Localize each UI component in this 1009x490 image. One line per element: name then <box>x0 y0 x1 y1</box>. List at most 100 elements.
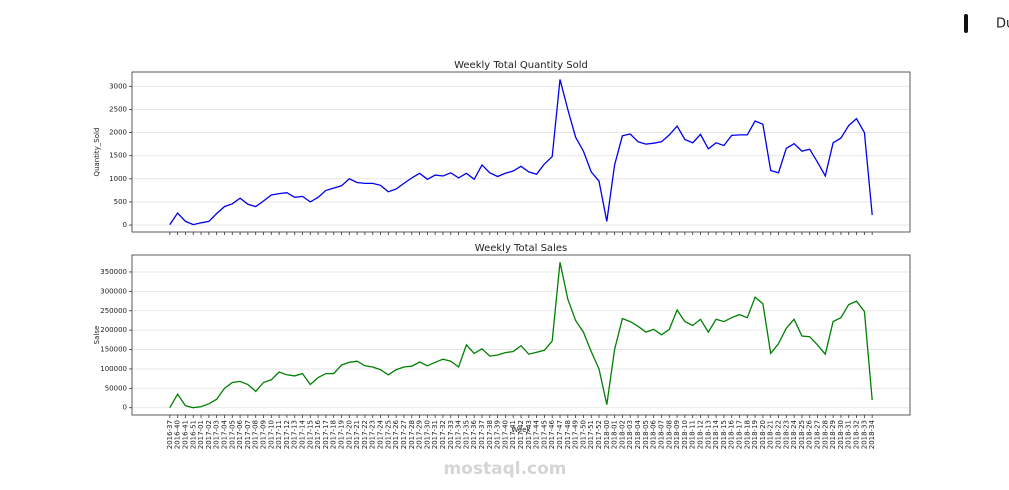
x-tick-label: 2017-36 <box>470 419 478 449</box>
y-tick-label: 2000 <box>109 129 127 137</box>
x-tick-label: 2018-07 <box>657 420 665 449</box>
x-tick-label: 2016-40 <box>174 420 182 449</box>
x-tick-label: 2017-12 <box>283 420 291 449</box>
y-tick-label: 200000 <box>100 326 127 334</box>
y-tick-label: 500 <box>114 198 127 206</box>
y-tick-label: 0 <box>123 404 127 412</box>
x-tick-label: 2018-21 <box>767 420 775 449</box>
x-tick-label: 2017-17 <box>322 420 330 449</box>
x-tick-label: 2018-11 <box>689 420 697 449</box>
x-tick-label: 2017-02 <box>205 420 213 449</box>
x-tick-label: 2017-26 <box>392 419 400 449</box>
x-tick-label: 2017-21 <box>353 420 361 449</box>
x-tick-label: 2018-27 <box>814 420 822 449</box>
x-tick-label: 2017-16 <box>314 419 322 449</box>
y-tick-label: 50000 <box>105 384 127 392</box>
x-tick-label: 2017-28 <box>408 420 416 449</box>
x-tick-label: 2018-09 <box>673 420 681 449</box>
x-tick-label: 2017-52 <box>595 420 603 449</box>
x-tick-label: 2017-39 <box>494 420 502 449</box>
y-tick-label: 1000 <box>109 175 127 183</box>
y-tick-label: 350000 <box>100 268 127 276</box>
x-tick-label: 2018-28 <box>821 420 829 449</box>
x-tick-label: 2018-02 <box>618 420 626 449</box>
y-tick-label: 2500 <box>109 105 127 113</box>
x-tick-label: 2017-45 <box>540 420 548 449</box>
x-tick-label: 2018-03 <box>626 420 634 449</box>
x-tick-label: 2018-29 <box>829 420 837 449</box>
y-tick-label: 1500 <box>109 152 127 160</box>
x-tick-label: 2018-17 <box>735 420 743 449</box>
side-bar <box>964 14 968 33</box>
y-tick-label: 150000 <box>100 346 127 354</box>
x-tick-label: 2017-25 <box>384 420 392 449</box>
x-tick-label: 2017-07 <box>244 420 252 449</box>
x-tick-label: 2017-43 <box>525 420 533 449</box>
x-tick-label: 2018-22 <box>775 420 783 449</box>
line-series <box>169 79 873 226</box>
x-tick-label: 2018-16 <box>728 419 736 449</box>
x-tick-label: 2017-38 <box>486 420 494 449</box>
x-tick-label: 2018-26 <box>806 419 814 449</box>
x-tick-label: 2017-18 <box>330 420 338 449</box>
x-tick-label: 2018-18 <box>743 420 751 449</box>
x-tick-label: 2017-08 <box>252 420 260 449</box>
x-tick-label: 2018-13 <box>704 420 712 449</box>
x-tick-label: 2017-22 <box>361 420 369 449</box>
x-tick-label: 2017-47 <box>556 420 564 449</box>
y-axis-label: Quantity_Sold <box>93 128 101 177</box>
x-tick-label: 2018-32 <box>853 420 861 449</box>
x-tick-label: 2018-24 <box>790 419 798 449</box>
x-tick-label: 2018-34 <box>868 419 876 449</box>
x-tick-label: 2016-37 <box>166 420 174 449</box>
x-tick-label: 2018-08 <box>665 420 673 449</box>
x-tick-label: 2017-32 <box>439 420 447 449</box>
x-tick-label: 2017-13 <box>291 420 299 449</box>
x-tick-label: 2018-12 <box>696 420 704 449</box>
y-tick-label: 250000 <box>100 307 127 315</box>
x-tick-label: 2017-48 <box>564 420 572 449</box>
x-tick-label: 2017-33 <box>447 420 455 449</box>
x-tick-label: 2018-14 <box>712 419 720 449</box>
x-tick-label: 2016-41 <box>181 420 189 449</box>
x-tick-label: 2017-50 <box>579 420 587 449</box>
x-tick-label: 2017-04 <box>220 419 228 449</box>
x-tick-label: 2018-25 <box>798 420 806 449</box>
x-tick-label: 2018-06 <box>650 419 658 449</box>
x-tick-label: 2017-30 <box>423 420 431 449</box>
chart-title: Weekly Total Quantity Sold <box>454 60 588 71</box>
y-tick-label: 100000 <box>100 365 127 373</box>
x-tick-label: 2017-44 <box>533 419 541 449</box>
chart-title: Weekly Total Sales <box>475 243 567 254</box>
x-tick-label: 2018-31 <box>845 420 853 449</box>
x-tick-label: 2017-09 <box>259 420 267 449</box>
y-axis-label: Salse <box>93 326 101 345</box>
x-tick-label: 2017-10 <box>267 420 275 449</box>
x-tick-label: 2017-37 <box>478 420 486 449</box>
plot-frame <box>131 71 911 233</box>
x-tick-label: 2017-20 <box>345 420 353 449</box>
x-tick-label: 2018-04 <box>634 419 642 449</box>
x-tick-label: 2018-01 <box>611 420 619 449</box>
x-tick-label: 2017-06 <box>236 419 244 449</box>
x-tick-label: 2017-27 <box>400 420 408 449</box>
x-tick-label: 2018-20 <box>759 420 767 449</box>
x-tick-label: 2017-41 <box>509 420 517 449</box>
y-tick-label: 0 <box>123 221 127 229</box>
x-tick-label: 2017-03 <box>213 420 221 449</box>
x-tick-label: 2017-46 <box>548 419 556 449</box>
x-tick-label: 2017-35 <box>462 420 470 449</box>
x-tick-label: 2018-05 <box>642 420 650 449</box>
x-tick-label: 2017-05 <box>228 420 236 449</box>
x-tick-label: 2017-15 <box>306 420 314 449</box>
y-tick-label: 3000 <box>109 82 127 90</box>
x-tick-label: 2018-30 <box>837 420 845 449</box>
x-tick-label: 2017-14 <box>299 419 307 449</box>
x-tick-label: 2017-01 <box>197 420 205 449</box>
x-tick-label: 2018-15 <box>720 420 728 449</box>
x-tick-label: 2018-19 <box>751 420 759 449</box>
x-tick-label: 2018-23 <box>782 420 790 449</box>
x-tick-label: 2017-49 <box>572 420 580 449</box>
x-tick-label: 2018-00 <box>603 420 611 449</box>
